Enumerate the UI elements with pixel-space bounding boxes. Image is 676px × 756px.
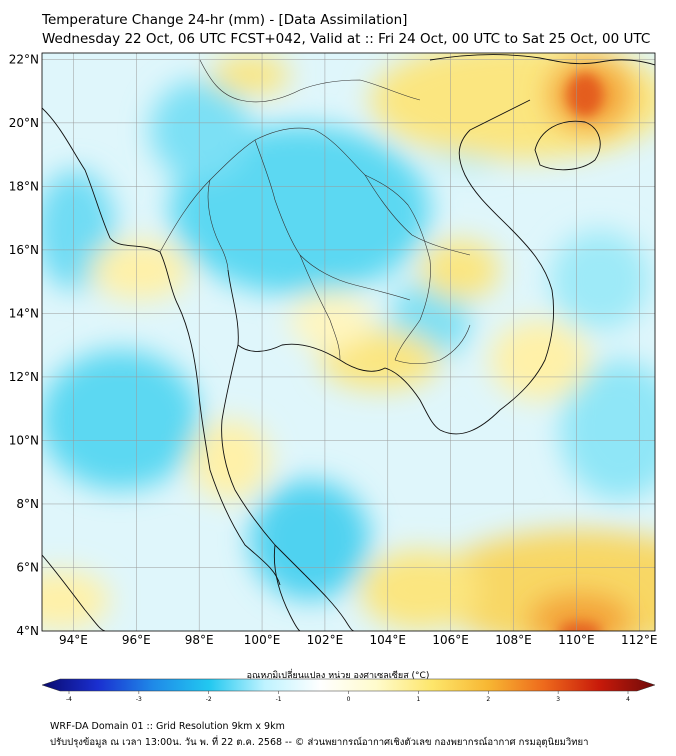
colorbar-tick-label: 3 xyxy=(556,696,560,703)
update-credit: ปรับปรุงข้อมูล ณ เวลา 13:00น. วัน พ. ที่… xyxy=(50,737,589,748)
map-panel: 22°N 20°N 18°N 16°N 14°N 12°N 10°N 8°N 6°N 4°N 94… xyxy=(9,52,658,647)
colorbar-tick-label: -3 xyxy=(136,696,142,703)
map-subtitle: Wednesday 22 Oct, 06 UTC FCST+042, Valid… xyxy=(42,31,651,47)
country-borders xyxy=(159,59,471,365)
latitude-label: 6°N xyxy=(16,560,39,574)
colorbar-tick-label: 2 xyxy=(486,696,490,703)
longitude-label: 102°E xyxy=(307,633,344,647)
colorbar-tick-label: -4 xyxy=(66,696,72,703)
latitude-label: 8°N xyxy=(16,497,39,511)
colorbar-tick-label: -2 xyxy=(206,696,212,703)
model-info: WRF-DA Domain 01 :: Grid Resolution 9km … xyxy=(50,721,285,732)
longitude-labels: 94°E 96°E 98°E 100°E 102°E 104°E 106°E 108°E 110… xyxy=(59,633,658,647)
longitude-label: 106°E xyxy=(432,633,469,647)
latitude-label: 10°N xyxy=(9,433,39,447)
longitude-label: 98°E xyxy=(185,633,214,647)
colorbar-tick-label: 1 xyxy=(416,696,420,703)
latitude-label: 22°N xyxy=(9,52,39,66)
longitude-label: 104°E xyxy=(370,633,407,647)
latitude-label: 4°N xyxy=(16,624,39,638)
map-frame xyxy=(41,52,656,632)
latitude-labels: 22°N 20°N 18°N 16°N 14°N 12°N 10°N 8°N 6°N 4°N xyxy=(9,52,39,638)
latitude-label: 14°N xyxy=(9,306,39,320)
colorbar-ticks: -4 -3 -2 -1 0 1 2 3 4 xyxy=(66,691,630,703)
colorbar-tick-label: -1 xyxy=(276,696,282,703)
latitude-label: 20°N xyxy=(9,116,39,130)
latitude-label: 16°N xyxy=(9,243,39,257)
longitude-label: 110°E xyxy=(558,633,595,647)
map-title: Temperature Change 24-hr (mm) - [Data As… xyxy=(42,12,408,28)
latitude-label: 18°N xyxy=(9,179,39,193)
colorbar: -4 -3 -2 -1 0 1 2 3 4 xyxy=(41,678,656,703)
longitude-label: 100°E xyxy=(244,633,281,647)
longitude-label: 94°E xyxy=(59,633,88,647)
colorbar-tick-label: 0 xyxy=(347,696,351,703)
longitude-label: 108°E xyxy=(495,633,532,647)
colorbar-tick-label: 4 xyxy=(626,696,630,703)
graticule xyxy=(42,53,655,631)
temperature-field xyxy=(42,53,655,631)
longitude-label: 112°E xyxy=(621,633,658,647)
latitude-label: 12°N xyxy=(9,370,39,384)
longitude-label: 96°E xyxy=(122,633,151,647)
colorbar-title: อุณหภูมิเปลี่ยนแปลง หน่วย องศาเซลเซียส (… xyxy=(246,671,430,681)
